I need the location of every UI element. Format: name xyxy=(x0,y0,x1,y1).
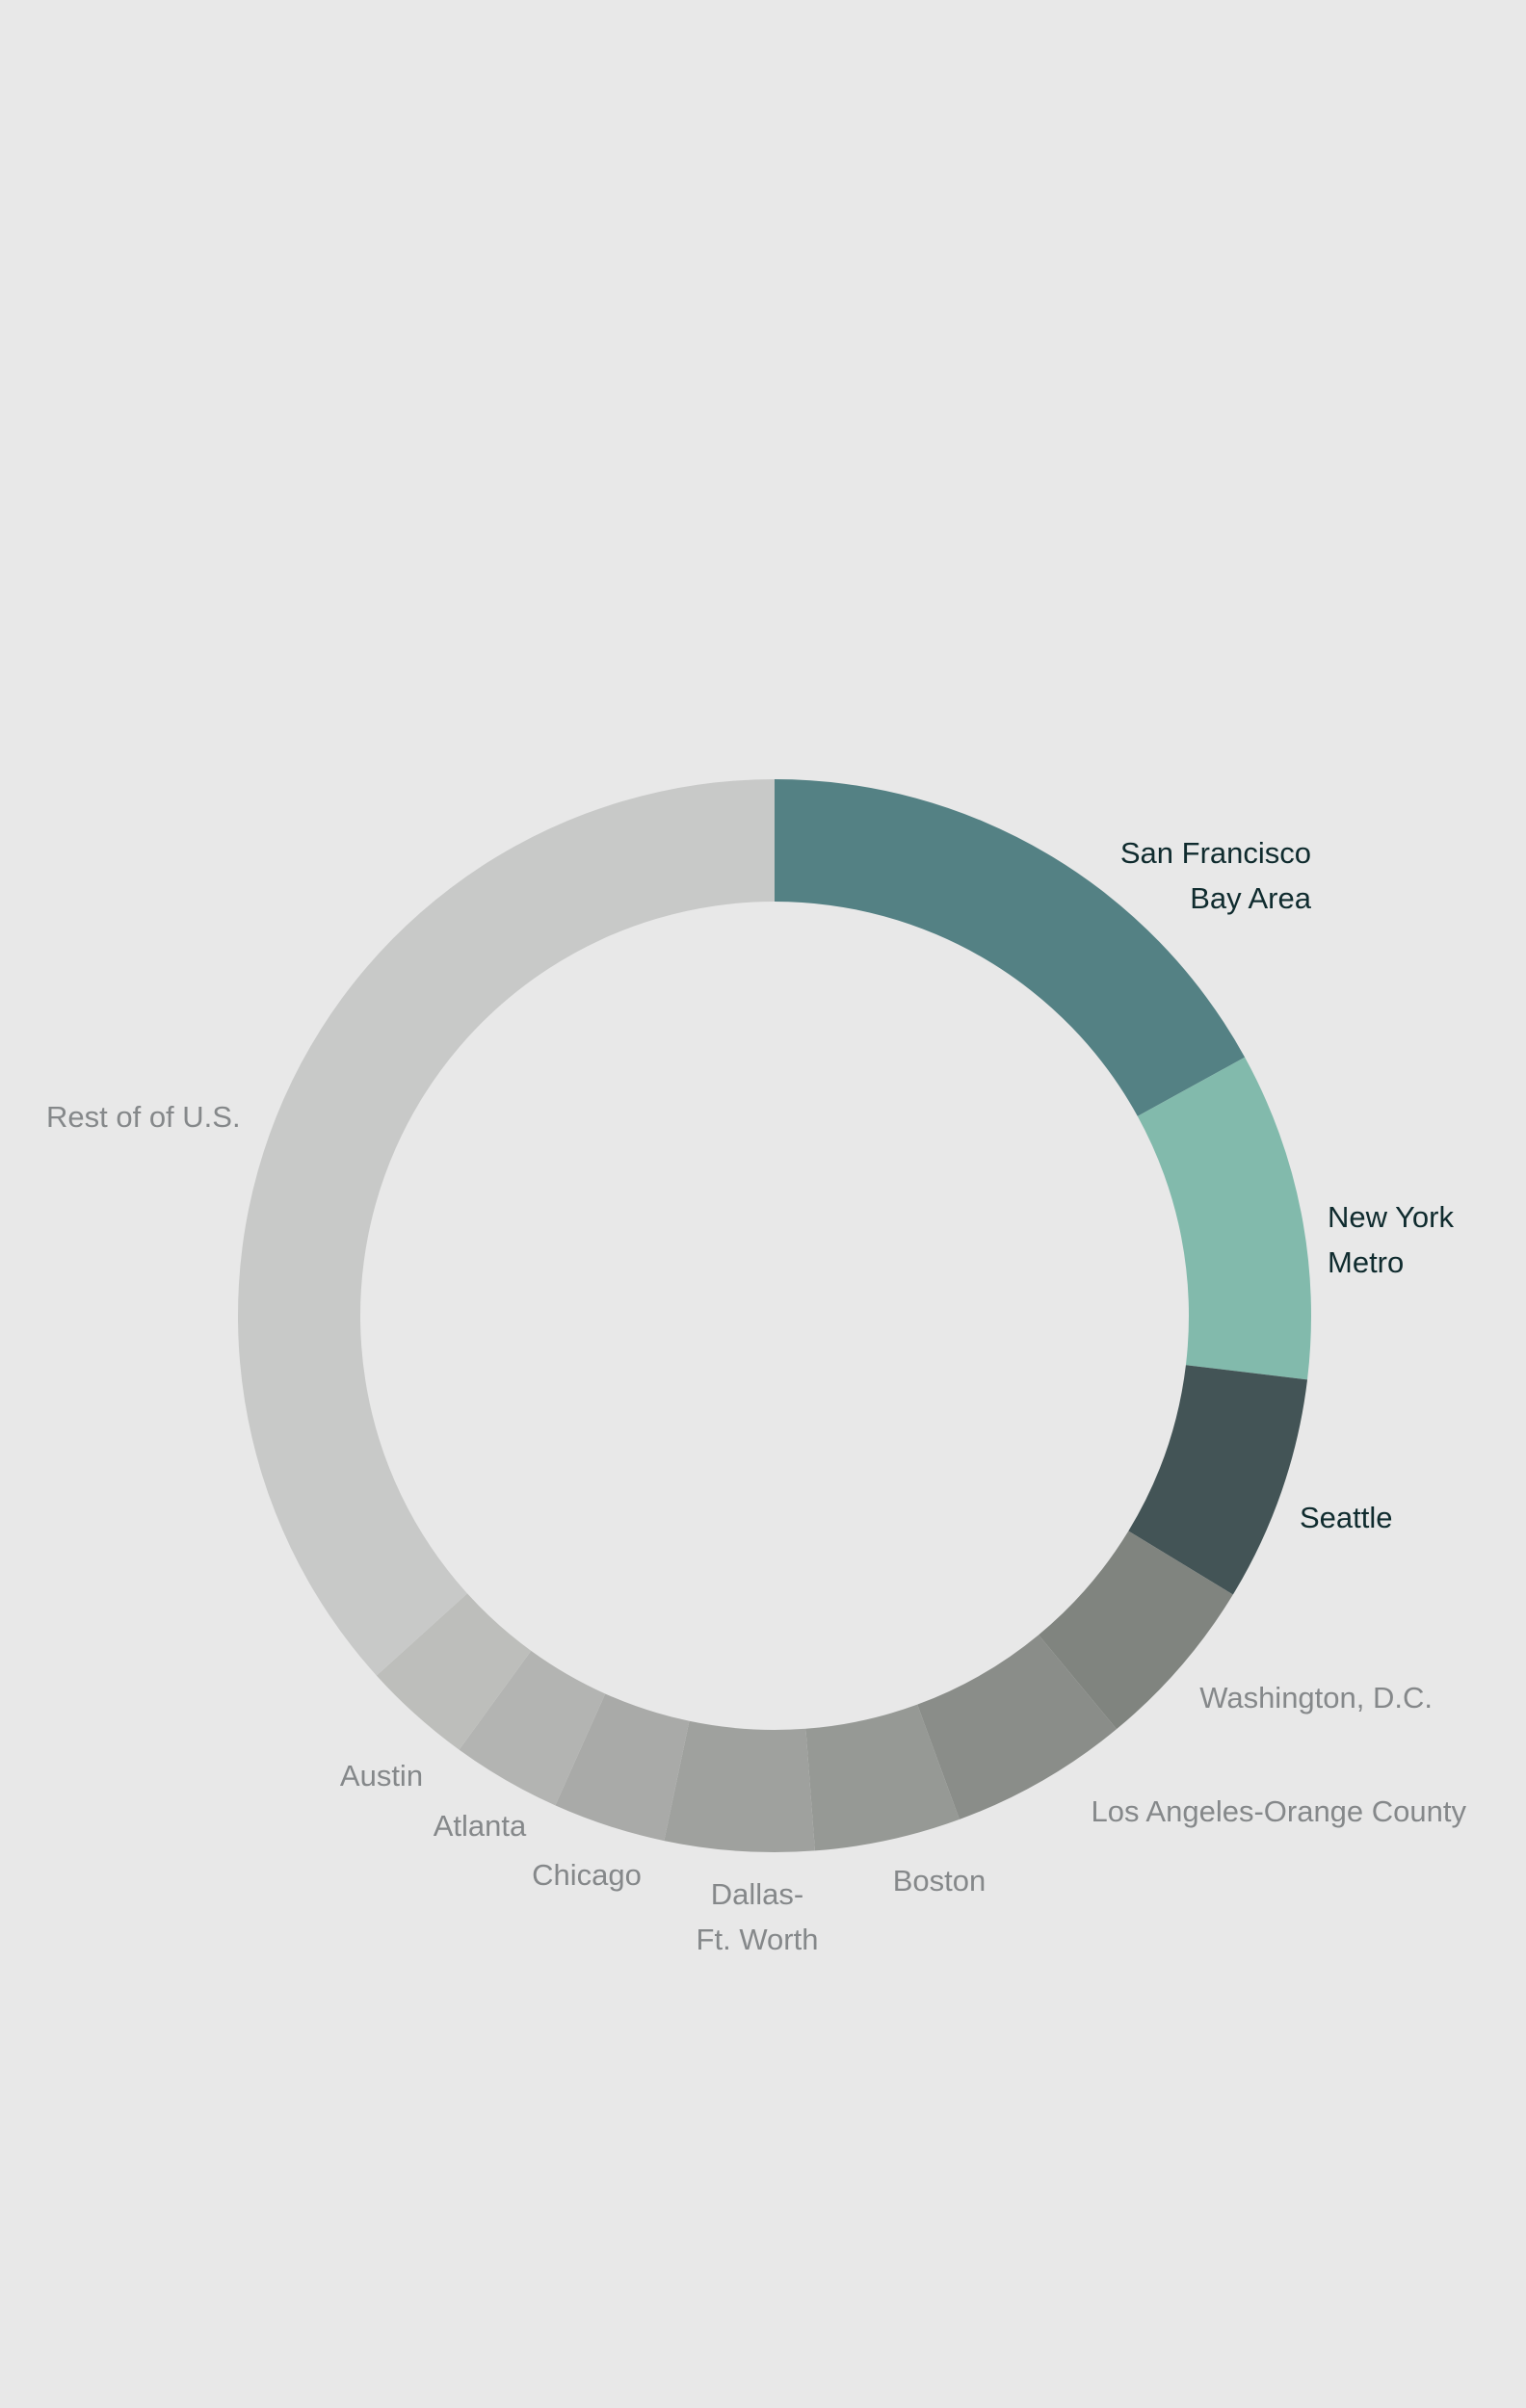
slice-new-york-metro xyxy=(1137,1057,1311,1380)
label-line: Boston xyxy=(893,1864,987,1898)
label-chicago: Chicago xyxy=(532,1858,642,1892)
label-line: San Francisco xyxy=(1120,836,1311,870)
label-line: Atlanta xyxy=(434,1809,527,1843)
slice-boston xyxy=(805,1704,960,1851)
label-washington-d-c: Washington, D.C. xyxy=(1199,1681,1433,1714)
slice-atlanta xyxy=(459,1650,606,1806)
label-line: Los Angeles-Orange County xyxy=(1092,1794,1467,1828)
label-line: Dallas- xyxy=(711,1877,803,1911)
label-rest-of-of-u-s: Rest of of U.S. xyxy=(46,1100,241,1134)
slice-san-francisco-bay-area xyxy=(775,779,1246,1116)
label-line: Ft. Worth xyxy=(697,1923,819,1956)
label-atlanta: Atlanta xyxy=(434,1809,527,1843)
label-line: Seattle xyxy=(1300,1501,1393,1534)
donut-slices xyxy=(237,779,1311,1852)
label-line: Bay Area xyxy=(1190,881,1312,915)
label-austin: Austin xyxy=(340,1759,423,1793)
label-line: Rest of of U.S. xyxy=(46,1100,241,1134)
label-dallas-ft-worth: Dallas- Ft. Worth xyxy=(697,1877,819,1956)
slice-dallas-ft-worth xyxy=(664,1720,815,1852)
label-line: Austin xyxy=(340,1759,423,1793)
slice-seattle xyxy=(1128,1365,1308,1595)
slice-rest-of-of-u-s xyxy=(237,779,776,1676)
slice-labels: San Francisco Bay Area New York Metro Seattl… xyxy=(46,836,1466,1956)
label-line: Chicago xyxy=(532,1858,642,1892)
label-los-angeles-orange-county: Los Angeles-Orange County xyxy=(1092,1794,1467,1828)
slice-los-angeles-orange-county xyxy=(917,1635,1118,1819)
label-san-francisco-bay-area: San Francisco Bay Area xyxy=(1120,836,1312,915)
label-boston: Boston xyxy=(893,1864,987,1898)
label-line: Washington, D.C. xyxy=(1199,1681,1433,1714)
label-line: New York xyxy=(1328,1200,1454,1234)
label-new-york-metro: New York Metro xyxy=(1328,1200,1454,1279)
label-line: Metro xyxy=(1328,1245,1404,1279)
label-seattle: Seattle xyxy=(1300,1501,1393,1534)
slice-washington-d-c xyxy=(1039,1531,1233,1730)
slice-chicago xyxy=(555,1693,690,1842)
slice-austin xyxy=(376,1593,532,1750)
